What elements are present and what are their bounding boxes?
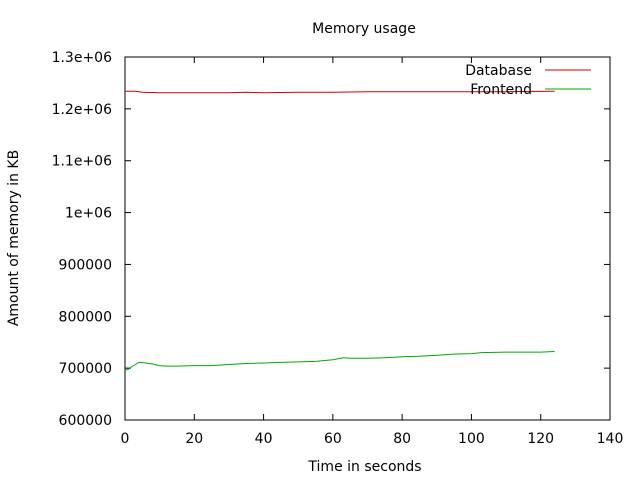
legend: Database Frontend	[465, 63, 591, 98]
x-tick-label: 60	[324, 431, 342, 447]
series-lines	[124, 90, 555, 371]
x-axis-label: Time in seconds	[307, 459, 421, 475]
y-tick-label: 700000	[59, 361, 112, 377]
y-tick-labels: 600000 700000 800000 900000 1e+06 1.1e+06 1.2e…	[52, 50, 113, 429]
x-tick-label: 100	[458, 431, 485, 447]
y-tick-label: 1.3e+06	[52, 50, 113, 66]
x-tick-label: 120	[527, 431, 554, 447]
legend-label-database: Database	[465, 63, 532, 79]
x-tick-label: 140	[597, 431, 624, 447]
y-tick-label: 1.1e+06	[52, 154, 113, 170]
axis-ticks	[124, 56, 611, 421]
chart-title: Memory usage	[312, 21, 416, 37]
x-tick-label: 0	[121, 431, 130, 447]
x-tick-label: 20	[185, 431, 203, 447]
y-tick-label: 900000	[59, 257, 112, 273]
x-tick-label: 40	[255, 431, 273, 447]
x-tick-labels: 0 20 40 60 80 100 120 140	[121, 431, 624, 447]
y-tick-label: 800000	[59, 309, 112, 325]
y-axis-label: Amount of memory in KB	[6, 150, 22, 326]
y-tick-label: 1e+06	[65, 206, 112, 222]
plot-frame	[124, 56, 611, 421]
x-tick-label: 80	[393, 431, 411, 447]
series-line-frontend	[124, 351, 555, 371]
y-tick-label: 1.2e+06	[52, 102, 113, 118]
y-tick-label: 600000	[59, 413, 112, 429]
legend-label-frontend: Frontend	[470, 82, 532, 98]
series-line-database	[125, 90, 555, 94]
